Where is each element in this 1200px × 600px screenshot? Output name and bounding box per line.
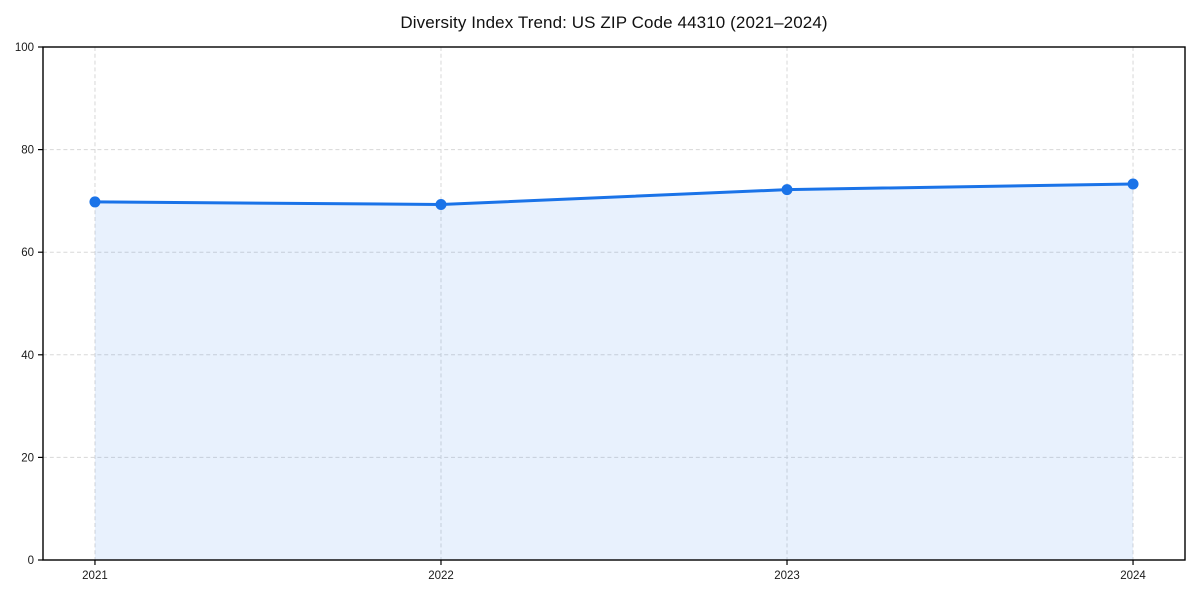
chart-title: Diversity Index Trend: US ZIP Code 44310…	[400, 13, 828, 32]
x-tick-label-2024: 2024	[1120, 570, 1146, 582]
x-tick-label-2023: 2023	[774, 570, 800, 582]
y-tick-label-20: 20	[21, 452, 34, 464]
data-point-2024	[1127, 178, 1139, 190]
area-fill	[94, 183, 1134, 560]
y-tick-label-100: 100	[15, 42, 34, 54]
y-tick-label-80: 80	[21, 145, 34, 157]
data-point-2022	[435, 198, 447, 210]
trend-line	[93, 182, 1135, 206]
x-tick-label-2021: 2021	[82, 570, 108, 582]
plot-border	[42, 46, 1186, 561]
y-tick-label-40: 40	[21, 350, 34, 362]
data-point-2021	[89, 196, 101, 208]
data-point-2023	[781, 184, 793, 196]
y-tick-label-0: 0	[28, 555, 34, 567]
y-tick-label-60: 60	[21, 247, 34, 259]
x-tick-label-2022: 2022	[428, 570, 454, 582]
